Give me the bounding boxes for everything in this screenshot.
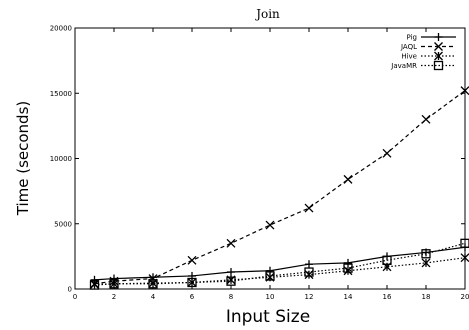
series-line-javamr	[94, 242, 466, 286]
point-jaql	[460, 86, 469, 96]
point-hive	[421, 258, 431, 268]
x-tick-label: 20	[461, 293, 469, 301]
point-javamr	[109, 279, 119, 289]
point-pig	[227, 268, 235, 277]
x-tick-label: 12	[305, 293, 314, 301]
legend-label-hive: Hive	[401, 53, 417, 61]
x-axis-ticks: 0 2 4 6 8 10 12 14 16 18 20	[73, 28, 469, 301]
legend-marker-hive	[434, 51, 443, 61]
point-jaql	[265, 220, 275, 230]
y-axis-title: Time (seconds)	[14, 101, 32, 217]
series-line-jaql	[94, 90, 466, 285]
point-hive	[187, 278, 197, 287]
series-javamr	[89, 238, 469, 290]
legend-label-pig: Pig	[407, 34, 417, 42]
point-javamr	[89, 280, 100, 290]
point-jaql	[304, 203, 314, 213]
point-javamr	[382, 255, 392, 265]
point-pig	[344, 258, 352, 267]
legend-label-jaql: JAQL	[400, 43, 417, 51]
point-javamr	[226, 276, 236, 286]
y-tick-label: 5000	[54, 220, 72, 228]
legend-marker-javamr	[433, 60, 444, 71]
x-axis-title: Input Size	[226, 307, 310, 327]
x-tick-label: 14	[344, 293, 353, 301]
y-tick-label: 10000	[50, 155, 72, 163]
legend-marker-pig	[434, 33, 443, 41]
point-jaql	[226, 238, 236, 248]
point-hive	[90, 279, 99, 289]
x-tick-label: 8	[229, 293, 233, 301]
point-pig	[305, 260, 313, 269]
x-tick-label: 2	[112, 293, 116, 301]
point-javamr	[148, 279, 158, 289]
point-hive	[148, 278, 158, 288]
point-hive	[109, 279, 119, 289]
point-jaql	[421, 114, 431, 124]
series-jaql	[90, 86, 469, 289]
point-javamr	[187, 277, 197, 288]
point-javamr	[265, 271, 275, 281]
x-tick-label: 10	[266, 293, 275, 301]
point-hive	[460, 253, 469, 263]
y-axis-ticks: 0 5000 10000 15000 20000	[50, 25, 465, 294]
point-javamr	[421, 249, 431, 259]
point-javamr	[460, 238, 469, 248]
y-tick-label: 20000	[50, 25, 72, 33]
series-layer	[89, 86, 469, 290]
point-jaql	[343, 174, 353, 184]
x-tick-label: 18	[422, 293, 431, 301]
chart-title: Join	[254, 7, 280, 21]
series-pig	[90, 243, 469, 284]
point-jaql	[382, 148, 392, 158]
x-tick-label: 6	[190, 293, 195, 301]
x-tick-label: 16	[383, 293, 392, 301]
x-tick-label: 0	[73, 293, 77, 301]
point-javamr	[304, 267, 314, 277]
point-jaql	[187, 255, 197, 265]
x-tick-label: 4	[151, 293, 156, 301]
legend-marker-jaql	[434, 42, 443, 51]
y-tick-label: 15000	[50, 90, 72, 98]
legend-label-javamr: JavaMR	[390, 62, 417, 70]
point-javamr	[343, 263, 353, 273]
y-tick-label: 0	[68, 286, 72, 294]
